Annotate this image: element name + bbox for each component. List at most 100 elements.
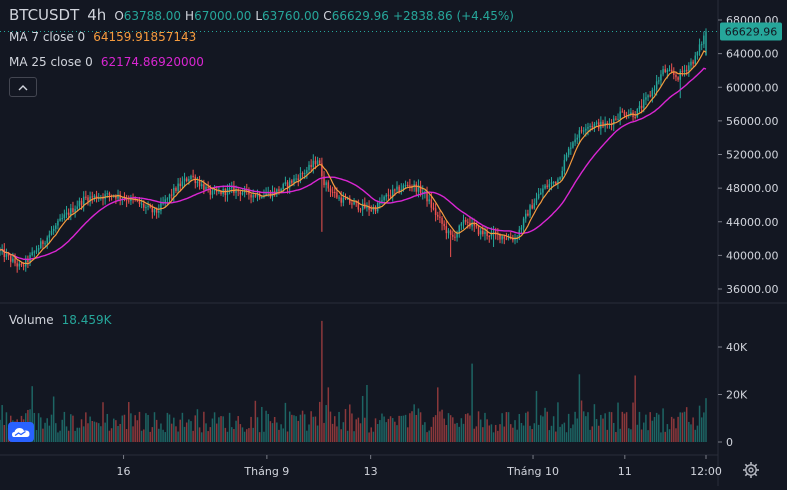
candle-body <box>454 236 456 238</box>
volume-bar <box>361 395 364 442</box>
candle-body <box>537 194 540 199</box>
volume-bar <box>286 431 289 442</box>
candle-body <box>643 99 645 108</box>
candle-body <box>452 234 454 237</box>
ma7-value: 64159.91857143 <box>93 30 197 44</box>
volume-bar <box>464 414 467 442</box>
volume-bar <box>314 416 317 442</box>
volume-bar <box>158 428 160 442</box>
candle-body <box>233 186 235 193</box>
volume-bar <box>74 430 76 442</box>
ma7-legend[interactable]: MA 7 close 0 64159.91857143 <box>9 30 196 44</box>
candle-body <box>188 179 190 182</box>
volume-bar <box>673 418 675 442</box>
volume-bar <box>273 416 276 442</box>
candle-body <box>119 194 121 199</box>
candle-body <box>595 122 598 124</box>
volume-bar <box>527 411 529 442</box>
volume-bar <box>690 424 692 442</box>
volume-bar <box>89 416 91 442</box>
candle-body <box>409 185 411 187</box>
candle-body <box>464 219 467 222</box>
volume-bar <box>494 424 497 442</box>
volume-bars-group[interactable] <box>0 320 707 442</box>
volume-legend[interactable]: Volume 18.459K <box>9 313 112 327</box>
candle-body <box>597 122 600 129</box>
volume-bar <box>233 429 235 442</box>
candle-body <box>522 218 525 228</box>
volume-bar <box>469 415 471 442</box>
volume-bar <box>477 411 480 442</box>
volume-bar <box>213 412 216 442</box>
volume-bar <box>218 417 220 442</box>
candle-body <box>340 197 342 203</box>
candle-body <box>117 194 119 199</box>
volume-bar <box>72 415 74 442</box>
candle-body <box>321 163 323 177</box>
volume-bar <box>192 430 194 442</box>
volume-bar <box>282 428 285 442</box>
volume-bar <box>522 425 525 442</box>
volume-bar <box>576 418 578 442</box>
candle-body <box>153 209 156 213</box>
volume-bar <box>194 415 197 442</box>
candle-body <box>535 198 538 204</box>
volume-bar <box>398 415 400 442</box>
volume-bar <box>406 427 409 442</box>
candle-body <box>192 175 194 177</box>
volume-bar <box>430 426 433 442</box>
settings-gear-icon[interactable] <box>742 461 760 479</box>
symbol-legend: BTCUSDT 4h O63788.00 H67000.00 L63760.00 C666… <box>9 6 514 24</box>
timeframe-label[interactable]: 4h <box>87 6 107 24</box>
candle-body <box>692 61 694 64</box>
symbol-name[interactable]: BTCUSDT <box>9 6 80 24</box>
candle-body <box>115 195 117 199</box>
volume-bar <box>381 413 383 442</box>
collapse-legend-button[interactable] <box>9 77 37 97</box>
candle-body <box>151 207 154 213</box>
volume-bar <box>447 413 450 442</box>
volume-bar <box>198 427 201 442</box>
candle-body <box>93 195 96 198</box>
candle-body <box>231 186 233 189</box>
candle-body <box>655 81 658 90</box>
ma7-line[interactable] <box>0 50 707 265</box>
volume-bar <box>164 432 166 442</box>
volume-bar <box>301 410 304 442</box>
volume-bar <box>372 431 375 442</box>
volume-bar <box>501 413 503 442</box>
volume-bar <box>394 421 396 442</box>
volume-bar <box>155 419 158 442</box>
candle-body <box>334 192 336 194</box>
candle-body <box>421 191 424 194</box>
candle-body <box>9 255 12 262</box>
volume-bar <box>243 431 246 442</box>
candle-body <box>67 212 70 216</box>
candle-body <box>173 187 175 196</box>
ma25-line[interactable] <box>0 67 707 261</box>
candle-body <box>434 208 437 215</box>
candle-body <box>396 186 398 190</box>
volume-bar <box>439 411 441 442</box>
ma25-label: MA 25 close 0 <box>9 55 93 69</box>
volume-bar <box>499 424 501 442</box>
volume-bar <box>651 420 654 442</box>
volume-bar <box>108 430 111 442</box>
volume-bar <box>224 427 227 442</box>
volume-bar <box>497 430 499 442</box>
candle-body <box>381 200 383 203</box>
volume-bar <box>57 432 59 442</box>
volume-bar <box>183 426 186 442</box>
candle-body <box>280 188 282 192</box>
volume-bar <box>649 412 651 442</box>
candle-body <box>698 44 701 53</box>
ma25-legend[interactable]: MA 25 close 0 62174.86920000 <box>9 55 204 69</box>
candle-body <box>106 193 109 195</box>
volume-bar <box>85 412 87 442</box>
candle-body <box>449 230 452 235</box>
volume-bar <box>681 412 684 442</box>
candle-body <box>254 195 257 197</box>
tradingview-logo[interactable] <box>8 422 34 442</box>
